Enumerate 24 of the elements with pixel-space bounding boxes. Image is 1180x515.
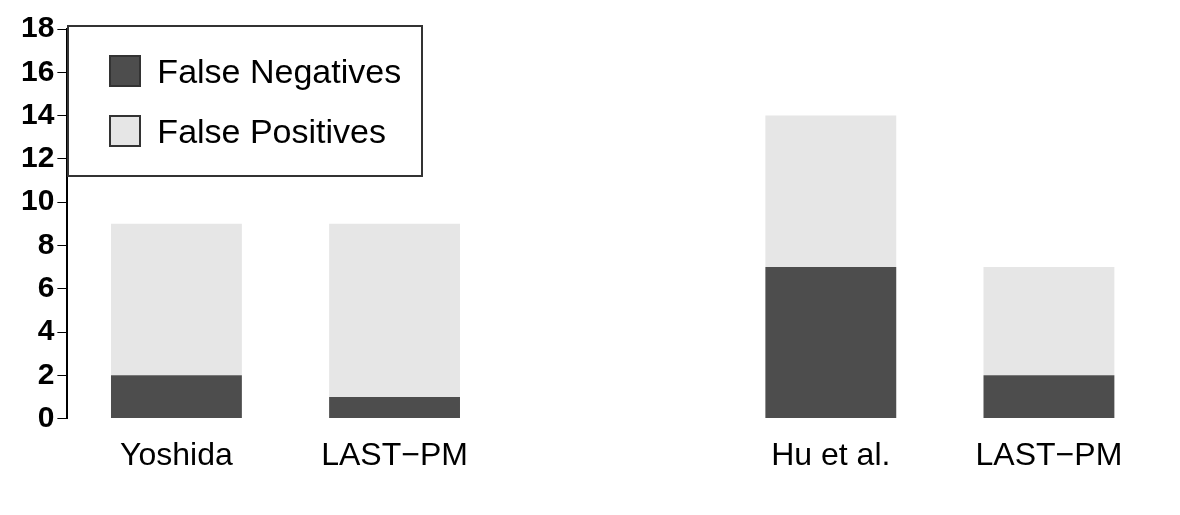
- x-tick-label: Hu et al.: [771, 435, 891, 472]
- y-tick-label: 4: [37, 313, 55, 347]
- y-tick-label: 6: [37, 270, 55, 303]
- bar: [765, 115, 897, 268]
- y-tick-label: 12: [20, 140, 55, 174]
- x-tick-label: LAST−PM: [975, 435, 1123, 472]
- y-tick-label: 8: [37, 226, 55, 260]
- bar: [329, 396, 460, 419]
- bar: [110, 375, 242, 419]
- x-tick-label: LAST−PM: [321, 435, 468, 472]
- legend-label: False Negatives: [157, 51, 402, 92]
- y-tick-label: 0: [37, 399, 55, 433]
- y-tick-label: 14: [20, 96, 55, 130]
- x-tick-label: Yoshida: [120, 435, 233, 472]
- legend-label: False Positives: [157, 111, 386, 152]
- y-tick-label: 18: [20, 10, 55, 44]
- bar: [765, 267, 897, 419]
- bar: [983, 375, 1115, 419]
- y-tick-label: 10: [20, 183, 55, 217]
- bar: [110, 223, 242, 376]
- bar: [983, 267, 1115, 376]
- bar: [329, 223, 460, 397]
- y-tick-label: 2: [37, 356, 55, 390]
- y-tick-label: 16: [20, 53, 55, 87]
